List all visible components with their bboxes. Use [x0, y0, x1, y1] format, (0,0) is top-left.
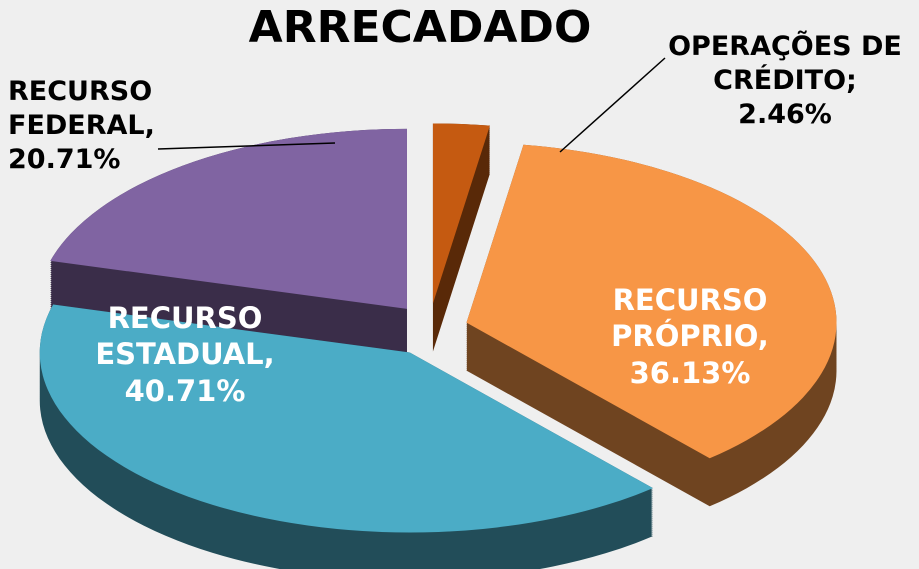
category-label: RECURSO PRÓPRIO, [611, 283, 769, 354]
leader-line [559, 57, 666, 153]
slice-label: RECURSO FEDERAL, 20.71% [8, 75, 178, 176]
value-label: 36.13% [629, 355, 751, 390]
category-label: OPERAÇÕES DE CRÉDITO; [668, 31, 902, 96]
category-label: RECURSO FEDERAL, [8, 76, 155, 141]
category-label: RECURSO ESTADUAL, [95, 301, 275, 372]
slice [432, 123, 490, 304]
slice [466, 144, 837, 459]
value-label: 20.71% [8, 143, 121, 175]
slice [50, 128, 407, 309]
leader-line [157, 142, 336, 150]
value-label: 2.46% [738, 98, 832, 130]
chart-title: ARRECADADO [248, 2, 592, 53]
slice-label: RECURSO PRÓPRIO, 36.13% [590, 282, 790, 391]
slice [39, 304, 653, 533]
value-label: 40.71% [124, 373, 246, 408]
slice-label: RECURSO ESTADUAL, 40.71% [80, 300, 290, 409]
slice-label: OPERAÇÕES DE CRÉDITO; 2.46% [660, 30, 910, 131]
